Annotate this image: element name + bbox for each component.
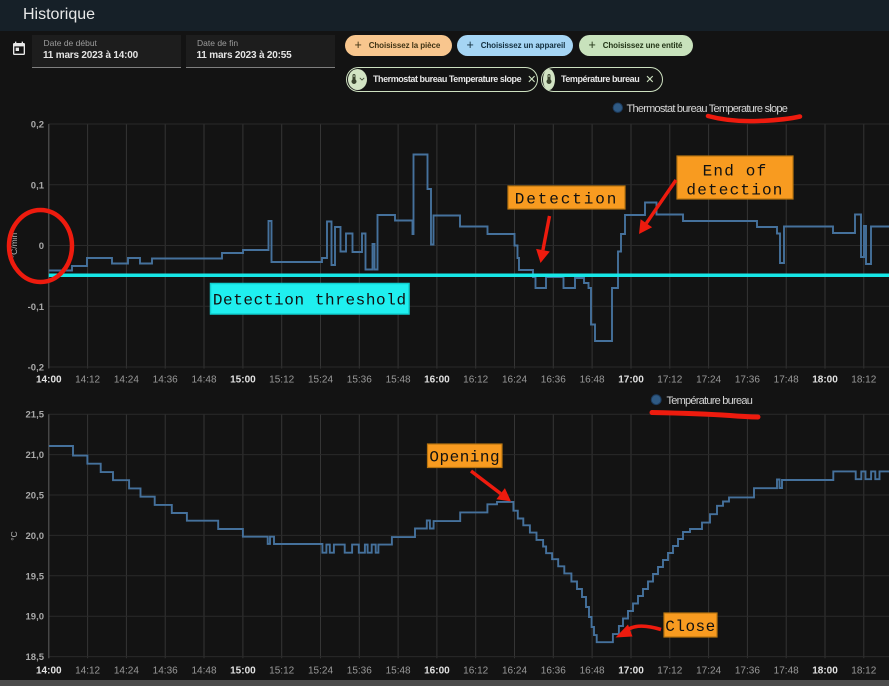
svg-text:17:24: 17:24 (696, 375, 721, 386)
svg-text:16:36: 16:36 (541, 666, 566, 677)
svg-text:14:24: 14:24 (114, 375, 139, 386)
svg-text:15:12: 15:12 (269, 375, 294, 386)
svg-text:14:48: 14:48 (191, 375, 216, 386)
svg-text:15:12: 15:12 (269, 666, 294, 677)
svg-text:15:24: 15:24 (308, 666, 333, 677)
svg-text:Close: Close (665, 618, 716, 636)
svg-text:16:12: 16:12 (463, 375, 488, 386)
svg-text:15:00: 15:00 (230, 666, 256, 677)
svg-text:16:48: 16:48 (580, 666, 605, 677)
svg-text:14:12: 14:12 (75, 666, 100, 677)
svg-text:15:36: 15:36 (347, 375, 372, 386)
svg-text:18,5: 18,5 (26, 652, 45, 663)
svg-text:14:36: 14:36 (153, 375, 178, 386)
svg-text:16:12: 16:12 (463, 666, 488, 677)
svg-text:18:12: 18:12 (851, 375, 876, 386)
svg-text:15:48: 15:48 (386, 666, 411, 677)
svg-text:17:00: 17:00 (618, 666, 644, 677)
svg-text:°C: °C (9, 531, 19, 541)
svg-text:End of: End of (703, 163, 768, 181)
svg-text:15:00: 15:00 (230, 375, 256, 386)
svg-text:0: 0 (39, 241, 44, 252)
svg-text:0,1: 0,1 (31, 180, 45, 191)
svg-text:Température bureau: Température bureau (667, 395, 753, 407)
svg-text:16:48: 16:48 (580, 375, 605, 386)
svg-text:Detection: Detection (515, 190, 619, 208)
svg-text:16:24: 16:24 (502, 375, 527, 386)
svg-text:14:12: 14:12 (75, 375, 100, 386)
svg-text:14:24: 14:24 (114, 666, 139, 677)
svg-text:detection: detection (686, 181, 783, 199)
svg-text:17:36: 17:36 (735, 375, 760, 386)
svg-text:18:12: 18:12 (851, 666, 876, 677)
svg-text:16:00: 16:00 (424, 666, 450, 677)
svg-text:17:36: 17:36 (735, 666, 760, 677)
svg-text:20,0: 20,0 (26, 531, 45, 542)
svg-text:16:24: 16:24 (502, 666, 527, 677)
svg-text:-0,1: -0,1 (28, 302, 45, 313)
svg-text:Opening: Opening (429, 449, 500, 467)
svg-text:17:12: 17:12 (657, 375, 682, 386)
svg-text:17:00: 17:00 (618, 375, 644, 386)
svg-text:16:36: 16:36 (541, 375, 566, 386)
svg-text:16:00: 16:00 (424, 375, 450, 386)
svg-text:14:36: 14:36 (153, 666, 178, 677)
svg-text:18:00: 18:00 (812, 375, 838, 386)
svg-text:14:00: 14:00 (36, 666, 62, 677)
svg-text:14:00: 14:00 (36, 375, 62, 386)
svg-text:21,5: 21,5 (26, 410, 45, 421)
svg-text:20,5: 20,5 (26, 491, 45, 502)
svg-text:15:48: 15:48 (386, 375, 411, 386)
svg-text:15:24: 15:24 (308, 375, 333, 386)
svg-text:17:24: 17:24 (696, 666, 721, 677)
svg-text:19,0: 19,0 (26, 612, 45, 623)
svg-text:17:12: 17:12 (657, 666, 682, 677)
svg-text:15:36: 15:36 (347, 666, 372, 677)
svg-text:17:48: 17:48 (774, 666, 799, 677)
svg-text:17:48: 17:48 (774, 375, 799, 386)
svg-text:Detection threshold: Detection threshold (213, 292, 407, 310)
svg-text:18:00: 18:00 (812, 666, 838, 677)
svg-text:°C/min: °C/min (9, 232, 19, 258)
svg-text:19,5: 19,5 (26, 571, 45, 582)
svg-text:21,0: 21,0 (26, 450, 45, 461)
svg-text:14:48: 14:48 (191, 666, 216, 677)
svg-text:-0,2: -0,2 (28, 363, 44, 374)
svg-text:0,2: 0,2 (31, 120, 44, 131)
svg-text:Thermostat bureau Temperature: Thermostat bureau Temperature slope (627, 103, 788, 115)
